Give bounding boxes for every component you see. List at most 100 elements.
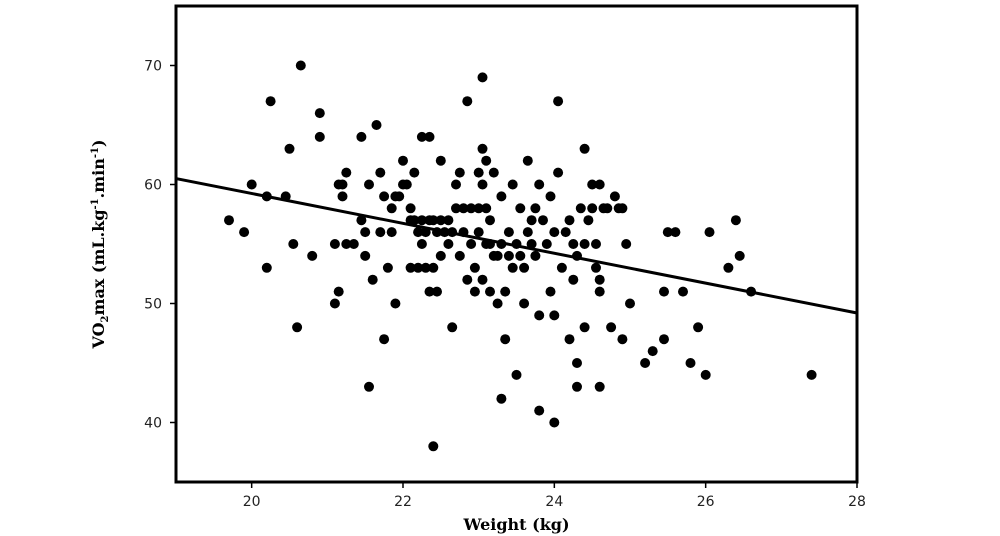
data-point [526,215,537,226]
y-axis-title-part: max (mL.kg [89,209,108,315]
data-point [515,250,526,261]
data-point [386,203,397,214]
y-axis-title-part: .min [89,158,108,199]
data-point [329,239,340,249]
data-point [662,227,673,238]
data-point [579,239,590,249]
data-point [333,286,344,297]
data-point [496,393,507,404]
data-point [485,286,495,297]
data-point [591,262,601,273]
data-point [806,369,817,380]
data-point [723,262,734,273]
data-point [307,250,318,261]
data-point [375,167,386,178]
data-point [416,215,427,226]
data-point [477,143,488,154]
data-point [329,298,340,309]
data-point [428,215,439,226]
data-point [568,239,579,249]
y-tick-label: 70 [144,59,162,75]
data-point [575,203,586,214]
data-point [356,131,367,142]
data-point [579,143,590,154]
data-point [500,334,511,345]
data-point [594,274,605,285]
data-point [477,274,488,285]
data-point [617,203,628,214]
data-point [379,334,390,345]
data-point [473,167,484,178]
data-point [534,405,545,416]
y-tick-label: 40 [144,416,162,432]
data-point [224,215,234,226]
x-tick-label: 26 [697,494,715,510]
data-point [522,155,533,166]
data-point [348,239,359,249]
data-point [621,239,632,249]
data-point [647,346,658,357]
data-point [405,203,416,214]
data-point [428,262,439,273]
data-point [341,239,352,249]
data-point [534,179,545,190]
data-point [511,369,522,380]
data-point [583,215,594,226]
data-point [530,250,541,261]
data-point [405,262,416,273]
data-point [428,441,439,452]
data-point [424,286,435,297]
data-point [477,179,488,190]
data-point [545,191,556,202]
data-point [481,155,492,166]
data-point [704,227,715,238]
data-point [409,167,420,178]
data-point [564,215,575,226]
data-point [617,334,628,345]
data-point [341,167,352,178]
data-point [515,203,526,214]
data-point [466,203,477,214]
x-axis-title: Weight (kg) [462,515,569,534]
data-point [382,262,393,273]
y-tick-label: 50 [144,297,162,313]
data-point [545,286,556,297]
data-point [530,203,541,214]
data-point [390,298,401,309]
data-point [462,274,473,285]
data-point [572,358,582,368]
data-point [432,286,442,297]
data-point [549,417,560,428]
data-point [469,262,480,273]
data-point [451,203,461,214]
data-point [239,227,250,238]
data-point [553,167,564,178]
data-point [519,298,530,309]
data-point [435,215,446,226]
data-point [700,369,711,380]
data-point [356,215,367,226]
data-point [640,358,651,368]
y-axis-title-script: -1 [90,198,101,209]
data-point [503,227,514,238]
data-point [360,250,371,261]
data-point [364,381,374,392]
data-point [398,155,408,166]
data-point [492,250,503,261]
data-point [496,191,507,202]
data-point [420,262,431,273]
data-point [685,358,696,368]
data-point [466,239,477,249]
y-axis-title: VO2max (mL.kg-1.min-1) [89,139,111,349]
data-point [560,227,571,238]
data-point [678,286,688,297]
data-point [488,167,499,178]
data-point [564,334,575,345]
data-point [413,262,424,273]
x-axis: 20 22 24 26 28 [243,482,866,510]
data-point [670,227,681,238]
data-point [503,250,514,261]
data-point [458,203,469,214]
data-point [519,262,530,273]
data-point [265,96,276,107]
